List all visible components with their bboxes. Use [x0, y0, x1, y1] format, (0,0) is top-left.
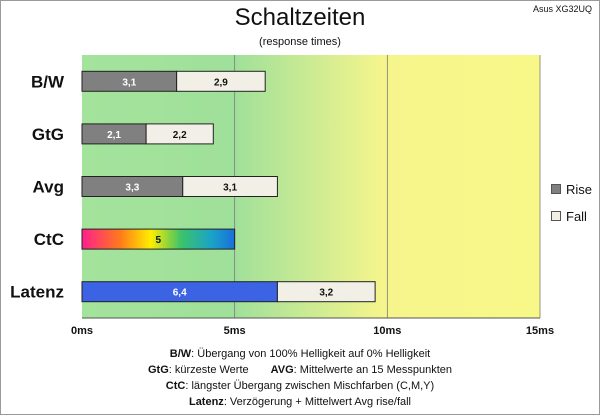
bar-value-label: 3,1: [223, 183, 237, 194]
legend-swatch-rise: [551, 184, 561, 194]
legend-label-fall: Fall: [566, 208, 587, 224]
legend-label-rise: Rise: [566, 181, 593, 197]
y-category-label: GtG: [32, 125, 64, 144]
note-gtg-key: GtG: [147, 364, 169, 376]
note-ctc-key: CtC: [165, 380, 186, 392]
note-bw-key: B/W: [169, 348, 192, 360]
note-lat-key: Latenz: [188, 396, 224, 408]
legend: Rise Fall: [551, 178, 592, 232]
bar-fall: [176, 70, 266, 92]
legend-item-rise: Rise: [551, 178, 592, 200]
bar-value-label: 6,4: [173, 288, 187, 299]
bar-fall: [276, 281, 376, 303]
bar-value-label: 2,9: [214, 77, 228, 88]
note-gtg-avg: GtG: kürzeste Werte AVG: Mittelwerte an 1…: [0, 362, 600, 378]
bar-fall: [182, 176, 278, 197]
device-label: Asus XG32UQ: [532, 4, 592, 14]
note-bw: B/W: Übergang von 100% Helligkeit auf 0%…: [0, 346, 600, 362]
chart-subtitle: (response times): [259, 36, 341, 48]
bar-value-label: 2,2: [173, 130, 187, 141]
y-category-label: Avg: [33, 178, 65, 197]
note-ctc: CtC: längster Übergang zwischen Mischfar…: [0, 378, 600, 394]
bar-value-label: 3,1: [122, 77, 136, 88]
bar-fall: [145, 123, 214, 145]
note-bw-text: : Übergang von 100% Helligkeit auf 0% He…: [191, 348, 431, 360]
x-tick-label: 5ms: [224, 325, 246, 337]
footnotes: B/W: Übergang von 100% Helligkeit auf 0%…: [0, 346, 600, 410]
y-category-label: CtC: [34, 230, 64, 249]
note-ctc-text: : längster Übergang zwischen Mischfarben…: [185, 380, 435, 392]
y-category-label: Latenz: [10, 283, 64, 302]
note-lat-text: : Verzögerung + Mittelwert Avg rise/fall: [223, 396, 412, 408]
note-avg-key: AVG: [270, 364, 294, 376]
x-tick-label: 15ms: [526, 325, 554, 337]
x-tick-label: 10ms: [373, 325, 401, 337]
note-gtg-text: : kürzeste Werte: [168, 364, 249, 376]
bar-value-label: 5: [156, 235, 162, 246]
y-category-label: B/W: [31, 72, 65, 91]
note-avg-text: : Mittelwerte an 15 Messpunkten: [293, 364, 453, 376]
bar-value-label: 2,1: [107, 130, 121, 141]
bar-value-label: 3,2: [319, 288, 333, 299]
legend-item-fall: Fall: [551, 205, 592, 227]
bar-value-label: 3,3: [125, 183, 139, 194]
note-latenz: Latenz: Verzögerung + Mittelwert Avg ris…: [0, 394, 600, 410]
x-tick-label: 0ms: [71, 325, 93, 337]
bar-ctc: [81, 228, 236, 250]
chart-title: Schaltzeiten: [234, 4, 366, 31]
legend-swatch-fall: [551, 211, 561, 221]
